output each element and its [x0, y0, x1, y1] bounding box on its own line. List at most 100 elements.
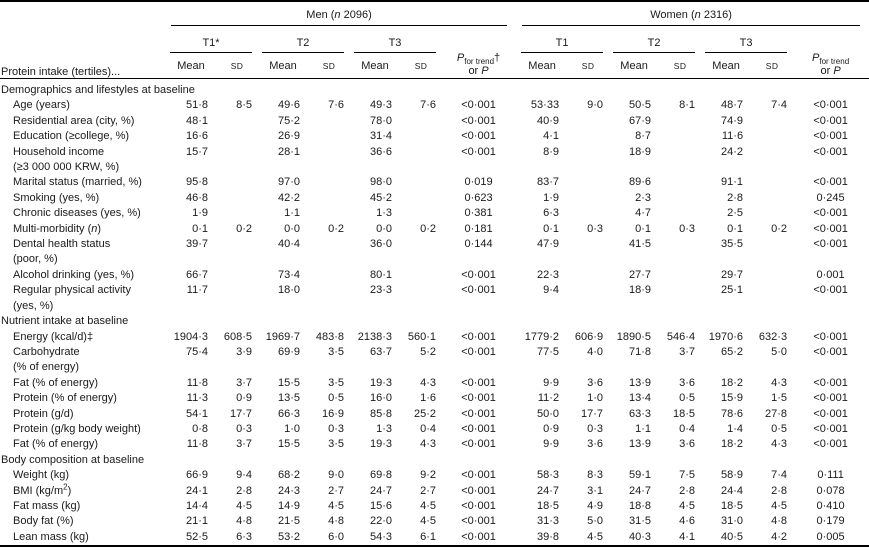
men-t1-sd-value: 608·5 [223, 330, 252, 343]
section-header: Body composition at baseline [1, 453, 145, 466]
table-row: Alcohol drinking (yes, %) 66·7 73·4 80·1 <0·… [0, 268, 869, 283]
women-t3-mean-value: 25·1 [721, 284, 744, 297]
men-t3-sd-value: 0·4 [420, 422, 436, 435]
men-t2-mean-value: 28·1 [277, 145, 300, 158]
mean-column-header: Mean [516, 53, 569, 79]
women-t3-mean-value: 2·8 [727, 191, 744, 204]
men-t1-sd-value: 6·3 [236, 530, 252, 543]
women-p-value: <0·001 [813, 422, 848, 435]
men-t3-mean-value: 98·0 [369, 176, 392, 189]
section-header-row: Nutrient intake at baseline [0, 314, 869, 329]
men-t3-sd-value [401, 206, 441, 221]
mean-column-header: Mean [257, 53, 309, 79]
sd-column-header: SD [217, 53, 257, 79]
women-t3-sd-value: 5·0 [771, 345, 788, 358]
men-p-column-header: Pfor trend† or P [441, 26, 517, 79]
men-t1-sd-value [217, 129, 257, 144]
table-row: Household income (≥3 000 000 KRW, %) 15·7 2… [0, 145, 869, 176]
men-t1-sd-value [217, 191, 257, 206]
women-t3-mean-value: 18·2 [721, 438, 744, 451]
men-t2-mean-value: 97·0 [277, 176, 300, 189]
women-t1-sd-value: 0·3 [587, 422, 604, 435]
women-t1-mean-value: 77·5 [537, 345, 560, 358]
women-t3-mean-value: 18·5 [721, 499, 744, 512]
men-t3-mean-value: 1·3 [376, 422, 392, 435]
men-t3-sd-value [401, 129, 441, 144]
row-label: Marital status (married, %) [13, 176, 142, 189]
men-t3-sd-value: 4·3 [420, 438, 436, 451]
mean-column-header: Mean [700, 53, 753, 79]
women-t2-sd-value: 3·6 [679, 438, 696, 451]
section-header: Nutrient intake at baseline [1, 315, 129, 328]
table-row: Protein (g/kg body weight) 0·8 0·3 1·0 0·3 1·… [0, 422, 869, 437]
men-t3-mean-value: 78·0 [369, 114, 392, 127]
row-label: Age (years) [13, 99, 70, 112]
men-t3-sd-value: 25·2 [413, 407, 436, 420]
men-t2-sd-value: 2·7 [328, 484, 344, 497]
women-p-value: 0·179 [816, 515, 845, 528]
women-t1-mean-value: 50·0 [537, 407, 560, 420]
men-t3-mean-value: 15·6 [369, 499, 392, 512]
men-p-value: <0·001 [461, 345, 496, 358]
men-p-value: <0·001 [461, 515, 496, 528]
men-t2-mean-value: 26·9 [277, 130, 300, 143]
men-t3-mean-value: 63·7 [369, 345, 392, 358]
men-t1-sd-value [217, 206, 257, 221]
women-t2-mean-value: 18·9 [629, 284, 652, 297]
women-t1-mean-value: 11·2 [537, 392, 560, 405]
men-t2-sd-value: 16·9 [321, 407, 344, 420]
women-t1-mean-value: 6·3 [543, 207, 560, 220]
men-t3-sd-value [401, 191, 441, 206]
mean-column-header: Mean [165, 53, 217, 79]
women-t2-sd-value: 3·7 [679, 345, 696, 358]
men-t2-mean-value: 73·4 [277, 268, 300, 281]
men-t1-sd-value [217, 237, 257, 268]
men-t1-mean-value: 11·8 [186, 376, 208, 389]
men-t1-mean-value: 24·1 [185, 484, 208, 497]
men-t3-sd-value [401, 114, 441, 129]
women-t1-sd-value [568, 206, 608, 221]
women-tertile-1-header: T1 [516, 26, 608, 53]
men-t3-mean-value: 19·3 [369, 438, 392, 451]
row-label: Weight (kg) [13, 469, 70, 482]
women-p-value: <0·001 [813, 114, 848, 127]
table-row: Marital status (married, %) 95·8 97·0 98·0 0… [0, 175, 869, 190]
table-row: Protein (g/d) 54·1 17·7 66·3 16·9 85·8 25·2 <0·… [0, 407, 869, 422]
women-t2-sd-value [660, 175, 700, 190]
men-t2-mean-value: 15·5 [277, 438, 300, 451]
sd-column-header: SD [309, 53, 349, 79]
women-p-value: <0·001 [813, 130, 848, 143]
row-label: BMI (kg/m2) [13, 481, 72, 497]
women-t3-sd-value: 0·5 [771, 422, 788, 435]
women-t2-mean-value: 50·5 [629, 99, 652, 112]
men-t1-mean-value: 95·8 [185, 176, 208, 189]
men-t2-mean-value: 1969·7 [265, 330, 300, 343]
women-t2-mean-value: 31·5 [629, 515, 652, 528]
men-p-value: <0·001 [461, 99, 496, 112]
women-t1-sd-value: 3·6 [587, 376, 604, 389]
women-t2-sd-value: 4·6 [679, 515, 696, 528]
row-label: Alcohol drinking (yes, %) [13, 268, 135, 281]
women-t3-sd-value: 7·4 [771, 469, 788, 482]
row-label: Chronic diseases (yes, %) [13, 207, 141, 220]
men-t3-sd-value: 5·2 [420, 345, 436, 358]
women-t3-sd-value: 4·8 [771, 515, 788, 528]
row-label: Residential area (city, %) [13, 114, 135, 127]
men-t1-sd-value: 0·3 [236, 422, 252, 435]
men-t3-mean-value: 54·3 [369, 530, 392, 543]
table-row: Energy (kcal/d)‡ 1904·3 608·5 1969·7 483·8 21… [0, 330, 869, 345]
women-t3-sd-value [752, 268, 792, 283]
row-label: Protein (g/kg body weight) [13, 422, 141, 435]
row-label: Smoking (yes, %) [13, 191, 100, 204]
men-p-value: 0·381 [464, 207, 493, 220]
women-t2-sd-value: 4·5 [679, 499, 696, 512]
women-t3-mean-value: 78·6 [721, 407, 744, 420]
women-t1-mean-value: 83·7 [537, 176, 560, 189]
women-t3-sd-value [752, 283, 792, 314]
women-t3-sd-value: 4·5 [771, 499, 788, 512]
women-t2-sd-value: 0·5 [679, 392, 696, 405]
men-t1-sd-value [217, 268, 257, 283]
men-t1-mean-value: 1904·3 [173, 330, 208, 343]
women-t1-sd-value [568, 237, 608, 268]
